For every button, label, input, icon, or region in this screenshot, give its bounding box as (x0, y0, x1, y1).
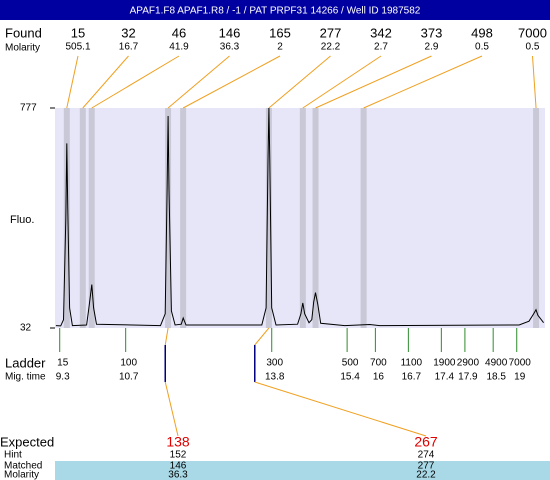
found-band (180, 108, 187, 328)
found-connector (315, 55, 432, 109)
found-molarity: 16.7 (119, 42, 139, 53)
ladder-size: 700 (370, 358, 387, 369)
found-connector (532, 55, 537, 109)
found-molarity: 2 (277, 42, 283, 53)
found-size: 32 (121, 25, 135, 40)
chart-title: APAF1.F8 APAF1.R8 / -1 / PAT PRPF31 1426… (130, 6, 421, 17)
matched-label: Matched (4, 461, 42, 472)
hint-label: Hint (4, 450, 22, 461)
found-connector (302, 55, 382, 109)
matched-value: 277 (418, 461, 435, 472)
found-molarity: 0.5 (526, 42, 540, 53)
y-axis-label: Fluo. (10, 214, 34, 226)
found-molarity: 36.3 (220, 42, 240, 53)
ladder-size: 100 (120, 358, 137, 369)
ladder-size: 500 (342, 358, 359, 369)
hint-value: 152 (170, 450, 187, 461)
ladder-time: 16 (373, 372, 385, 383)
ladder-time: 13.8 (265, 372, 285, 383)
expected-connector (164, 381, 179, 437)
found-molarity: 2.9 (425, 42, 439, 53)
found-band (360, 108, 367, 328)
match-connector (164, 327, 169, 346)
molarity-value: 36.3 (168, 470, 188, 480)
ladder-size: 1100 (401, 358, 423, 369)
found-label: Found (5, 25, 42, 40)
matched-value: 146 (170, 461, 187, 472)
header-bar (0, 0, 550, 20)
expected-value: 267 (414, 434, 438, 450)
found-connector (182, 55, 281, 109)
found-connector (66, 55, 79, 109)
found-molarity: 0.5 (475, 42, 489, 53)
match-connector (254, 327, 270, 346)
found-size: 7000 (518, 25, 547, 40)
found-band (79, 108, 86, 328)
ladder-size: 2900 (457, 358, 480, 369)
found-band (63, 108, 70, 328)
mig-time-label: Mig. time (5, 372, 46, 383)
ladder-time: 17.4 (435, 372, 455, 383)
expected-value: 138 (166, 434, 190, 450)
ladder-time: 17.9 (458, 372, 478, 383)
ladder-time: 10.7 (119, 372, 139, 383)
ladder-size: 1900 (433, 358, 456, 369)
ladder-time: 19 (514, 372, 526, 383)
y-tick-label: 32 (20, 323, 32, 334)
molarity-row-label: Molarity (4, 470, 39, 480)
y-tick-label: 777 (20, 103, 37, 114)
found-size: 146 (219, 25, 241, 40)
ladder-size: 300 (266, 358, 283, 369)
found-size: 15 (71, 25, 85, 40)
molarity-value: 22.2 (416, 470, 436, 480)
ladder-time: 18.5 (486, 372, 506, 383)
molarity-label: Molarity (5, 43, 40, 54)
ladder-time: 9.3 (56, 372, 70, 383)
found-size: 165 (269, 25, 291, 40)
found-connector (167, 55, 230, 109)
ladder-time: 15.4 (340, 372, 360, 383)
found-size: 373 (421, 25, 443, 40)
found-molarity: 41.9 (169, 42, 189, 53)
found-molarity: 505.1 (65, 42, 90, 53)
matched-band (55, 461, 550, 480)
found-connector (268, 55, 331, 109)
found-connector (363, 55, 483, 109)
ladder-label: Ladder (5, 355, 46, 370)
found-band (88, 108, 95, 328)
ladder-size: 15 (57, 358, 69, 369)
expected-connector (254, 381, 427, 437)
found-molarity: 2.7 (374, 42, 388, 53)
found-size: 46 (172, 25, 186, 40)
found-size: 277 (320, 25, 342, 40)
ladder-size: 7000 (509, 358, 532, 369)
found-band (299, 108, 306, 328)
ladder-time: 16.7 (402, 372, 422, 383)
ladder-size: 4900 (485, 358, 508, 369)
found-connector (91, 55, 180, 109)
found-band (533, 108, 540, 328)
found-band (265, 108, 272, 328)
found-band (165, 108, 172, 328)
expected-label: Expected (0, 434, 54, 449)
found-connector (82, 55, 129, 109)
trace-line (55, 107, 544, 327)
found-molarity: 22.2 (321, 42, 341, 53)
found-band (312, 108, 319, 328)
found-size: 498 (471, 25, 493, 40)
hint-value: 274 (418, 450, 435, 461)
found-size: 342 (370, 25, 392, 40)
